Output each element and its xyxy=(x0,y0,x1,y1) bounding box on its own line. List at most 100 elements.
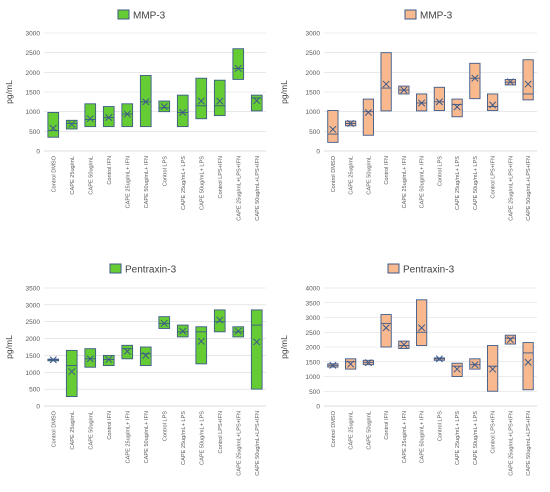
x-tick-label: Control LPS xyxy=(162,411,168,441)
mean-marker xyxy=(105,114,113,122)
x-tick-label: CAPE 50ug/mL+LPS+IFN xyxy=(255,411,261,476)
mean-marker xyxy=(123,110,131,118)
mean-marker xyxy=(86,115,94,123)
x-tick-label: CAPE 25ug/mL+ IFN xyxy=(402,156,408,208)
x-tick-label: Control DMSO xyxy=(51,155,57,192)
x-tick-label: CAPE 25ug/mL xyxy=(70,156,76,195)
box-4 xyxy=(380,314,392,348)
x-tick-label: Control LPS xyxy=(162,156,168,186)
x-tick-label: CAPE 25ug/mL xyxy=(349,156,355,195)
y-tick-label: 3500 xyxy=(26,286,41,293)
y-tick-label: 0 xyxy=(316,149,320,156)
legend-swatch xyxy=(404,9,417,20)
x-tick-label: CAPE 50ug/mL+LPS+IFN xyxy=(526,156,532,221)
y-axis-label: pg/mL xyxy=(4,80,14,104)
box-body xyxy=(522,342,534,391)
x-tick-label: CAPE 50ug/mL+ LPS xyxy=(199,156,205,210)
mean-marker xyxy=(234,327,242,335)
x-tick-label: CAPE 50ug/mL xyxy=(88,411,94,450)
box-6 xyxy=(139,346,152,366)
y-tick-label: 4000 xyxy=(306,286,321,293)
box-body xyxy=(433,86,445,111)
mean-marker xyxy=(49,356,57,364)
box-body xyxy=(102,354,115,366)
box-body xyxy=(213,309,226,333)
box-9 xyxy=(195,326,208,365)
box-12 xyxy=(522,342,534,391)
box-body xyxy=(65,349,78,398)
y-tick-label: 1000 xyxy=(26,370,41,377)
box-body xyxy=(47,112,60,138)
mean-marker xyxy=(197,337,205,345)
y-tick-label: 2500 xyxy=(26,50,41,57)
chart-panel-2: MMP-3 0 500 1000 1500 2000 2500 3000 pg/mL Contro… xyxy=(279,9,537,221)
chart-panel-1: MMP-3 0 500 1000 1500 2000 2500 3000 pg/mL Contro… xyxy=(4,9,266,221)
x-tick-label: CAPE 50ug/mL+ IFN xyxy=(144,411,150,463)
box-1 xyxy=(47,112,60,138)
x-tick-label: CAPE 25ug/mL xyxy=(349,411,355,450)
box-body xyxy=(451,362,463,377)
box-4 xyxy=(102,106,115,128)
box-11 xyxy=(504,334,516,345)
y-tick-label: 2000 xyxy=(26,70,41,77)
box-1 xyxy=(47,356,60,364)
mean-marker xyxy=(471,74,479,82)
x-tick-labels: Control DMSO CAPE 25ug/mL CAPE 50ug/mL Cont… xyxy=(51,155,261,220)
box-body xyxy=(232,48,245,80)
box-body xyxy=(522,59,534,101)
box-2 xyxy=(65,349,78,398)
y-tick-label: 1000 xyxy=(26,109,41,116)
mean-marker xyxy=(253,97,261,105)
x-tick-label: CAPE 25ug/mL+ LPS xyxy=(181,411,187,465)
box-8 xyxy=(451,362,463,377)
box-body xyxy=(469,62,481,100)
x-tick-label: CAPE 25ug/mL+LPS+IFN xyxy=(236,156,242,221)
mean-marker xyxy=(506,78,514,86)
box-6 xyxy=(139,75,152,128)
y-gridlines: 0 500 1000 1500 2000 2500 3000 xyxy=(306,31,537,156)
y-tick-label: 2500 xyxy=(26,319,41,326)
legend: MMP-3 xyxy=(404,9,453,22)
y-tick-label: 0 xyxy=(316,404,320,411)
box-10 xyxy=(213,309,226,333)
y-tick-label: 0 xyxy=(36,149,40,156)
box-10 xyxy=(487,93,499,111)
mean-marker xyxy=(382,324,390,332)
y-tick-label: 1500 xyxy=(26,353,41,360)
box-body xyxy=(487,93,499,111)
box-11 xyxy=(232,48,245,80)
mean-marker xyxy=(364,359,372,367)
x-tick-label: Control DMSO xyxy=(51,410,57,447)
box-body xyxy=(213,79,226,117)
x-tick-label: Control IFN xyxy=(107,411,113,440)
mean-marker xyxy=(253,338,261,346)
box-4 xyxy=(102,354,115,366)
x-tick-label: CAPE 50ug/mL+LPS+IFN xyxy=(255,156,261,221)
x-tick-label: CAPE 25ug/mL+ LPS xyxy=(455,156,461,210)
x-tick-label: CAPE 25ug/mL+ LPS xyxy=(455,411,461,465)
y-tick-label: 3000 xyxy=(306,315,321,322)
box-3 xyxy=(84,103,97,128)
y-axis-label: pg/mL xyxy=(4,335,14,359)
box-body xyxy=(176,94,189,128)
x-tick-label: CAPE 25ug/mL+ IFN xyxy=(125,156,131,208)
box-body xyxy=(139,75,152,128)
mean-marker xyxy=(364,108,372,117)
chart-title: MMP-3 xyxy=(133,11,166,22)
y-tick-label: 500 xyxy=(309,389,320,396)
mean-marker xyxy=(435,355,443,363)
y-tick-label: 500 xyxy=(309,129,320,136)
box-1 xyxy=(327,361,339,369)
mean-marker xyxy=(179,108,187,117)
x-tick-label: Control LPS xyxy=(437,411,443,441)
box-series xyxy=(47,48,263,138)
x-tick-label: Control LPS+IFN xyxy=(491,156,497,198)
mean-marker xyxy=(329,361,337,369)
mean-marker xyxy=(160,102,168,111)
x-tick-label: CAPE 50ug/mL+ LPS xyxy=(199,411,205,465)
mean-marker xyxy=(524,358,532,366)
y-tick-label: 1000 xyxy=(306,109,321,116)
mean-marker xyxy=(471,361,479,369)
chart-title: MMP-3 xyxy=(420,11,453,22)
